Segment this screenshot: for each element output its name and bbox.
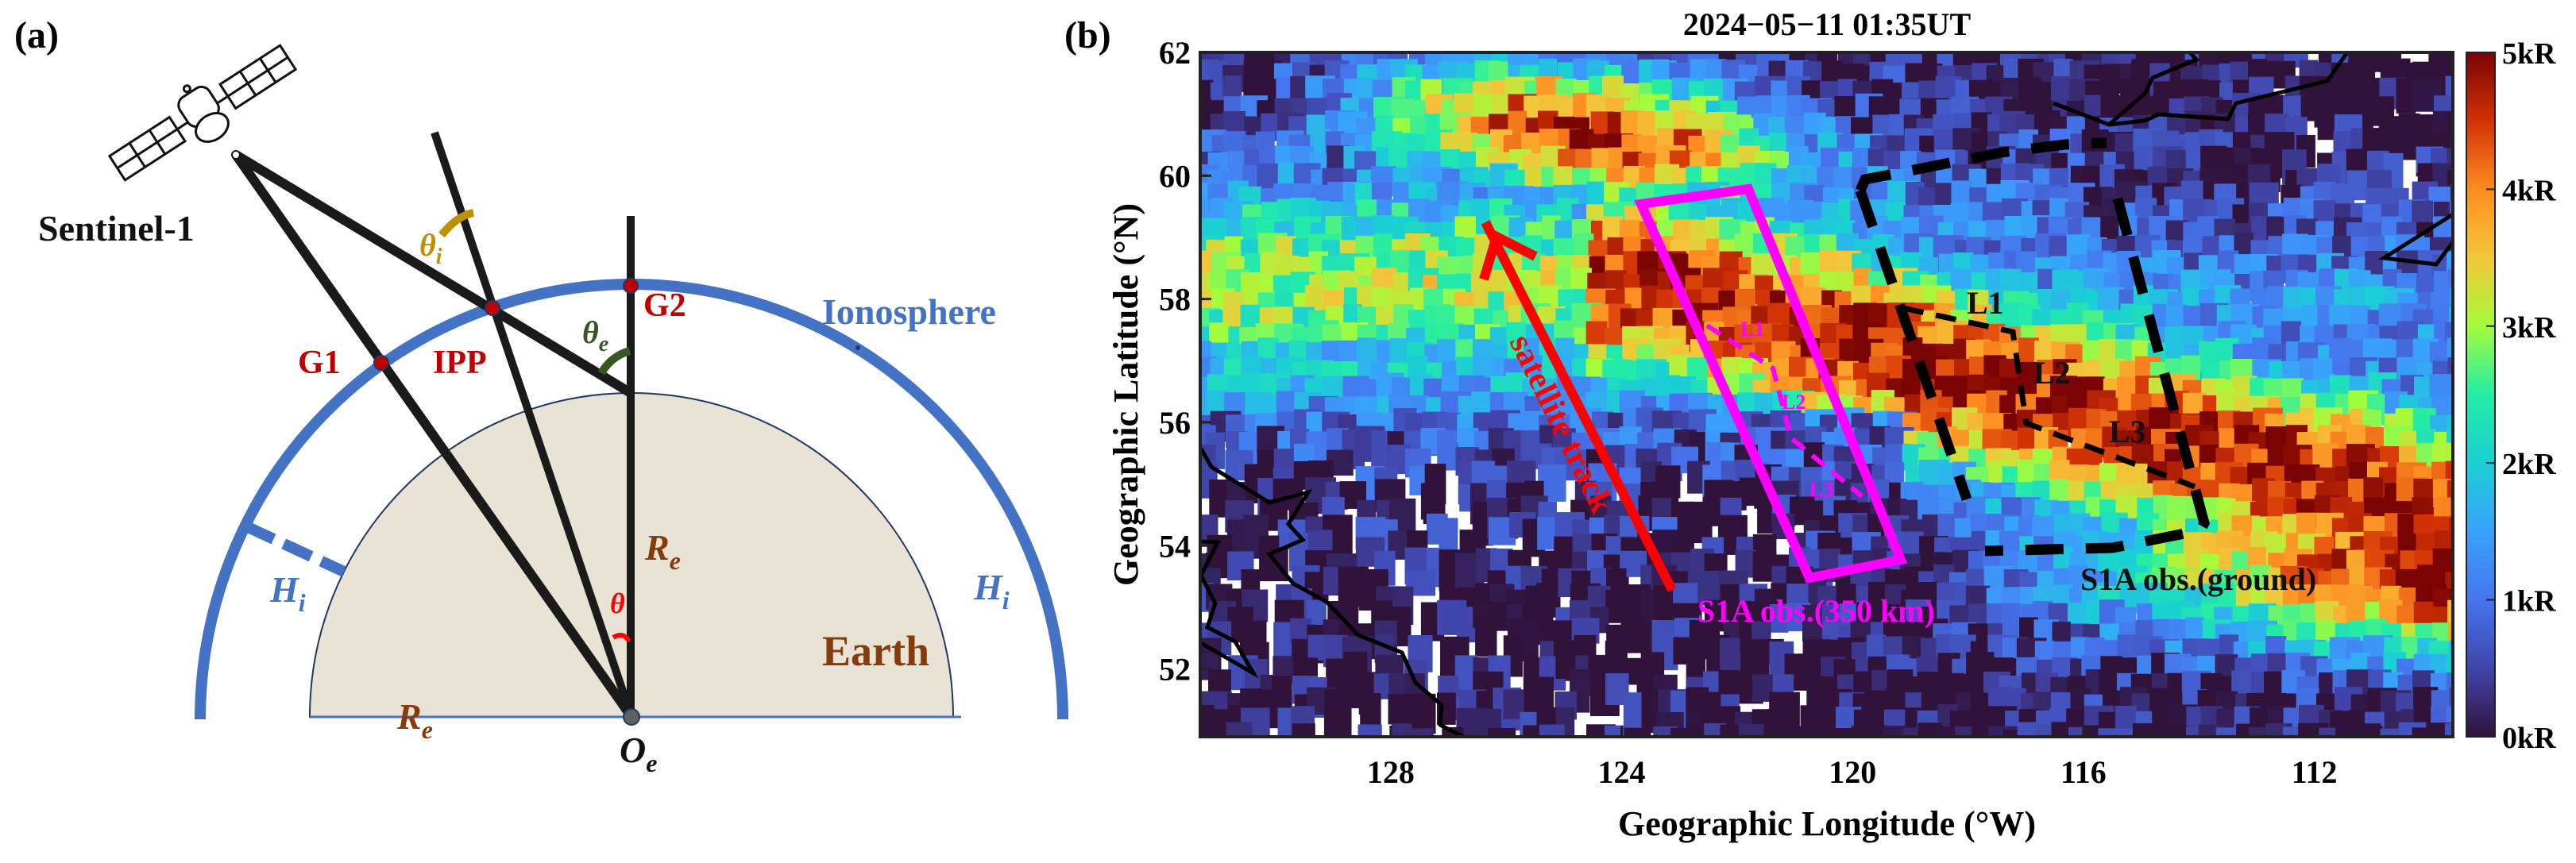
panel-a-label: (a) [14,14,59,56]
colorbar-tick-label: 2kR [2502,448,2556,481]
ionosphere-label: Ionosphere [822,291,996,332]
y-tick-label: 52 [1159,652,1191,688]
panel-b-label: (b) [1064,14,1111,56]
normal-line-ipp [431,131,635,719]
colorbar-tick-label: 3kR [2502,311,2556,345]
colorbar-tick-label: 5kR [2502,37,2556,71]
re-vertical-symbol: R [644,527,670,568]
ipp-label: IPP [433,345,487,381]
y-tick-label: 54 [1159,528,1191,564]
aurora-heatmap [1200,52,2453,737]
ray-ipp [233,150,634,398]
g1-label: G1 [298,345,341,381]
panel-a: (a) [14,14,1068,777]
s1a-350km-box [1634,183,1908,584]
colorbar-ticks: 5kR 4kR 3kR 2kR 1kR 0kR [2486,37,2556,755]
y-tick-label: 56 [1159,405,1191,441]
plot-frame [1199,51,2454,738]
svg-text:θe: θe [582,314,608,356]
y-tick-label: 62 [1159,35,1191,71]
y-tick-label: 60 [1159,158,1191,194]
hi-dashed-line [244,521,346,577]
hi-right-symbol: H [973,567,1003,607]
panel-b: (b) 2024−05−11 01:35UT satellite track [1064,6,2556,843]
s1a-ground-box [1855,137,2210,557]
colorbar [2466,52,2496,738]
svg-text:Re: Re [396,696,433,744]
theta-e-subscript: e [599,332,608,356]
earth-center-point [623,708,640,726]
ionosphere-marker [855,345,860,350]
hi-right-subscript: i [1002,586,1010,615]
y-axis-label: Geographic Latitude (°N) [1106,203,1145,586]
g2-point [623,278,639,294]
x-tick-label: 124 [1598,754,1646,790]
svg-text:Oe: Oe [620,730,657,777]
x-tick-label: 112 [2292,754,2338,790]
theta-e-arc [597,347,631,376]
svg-text:Hi: Hi [973,567,1010,615]
theta-symbol: θ [610,588,625,619]
satellite-antenna [231,150,241,160]
x-axis-label: Geographic Longitude (°W) [1618,804,2036,843]
x-axis: 128 124 120 116 112 [1367,726,2338,790]
oe-subscript: e [646,749,657,777]
svg-text:Re: Re [644,527,681,575]
ground-l1-label: L1 [1967,285,2004,321]
iono-l3-label: L3 [1809,478,1833,501]
g2-label: G2 [643,287,686,324]
iono-l2-label: L2 [1782,391,1806,414]
ground-l2-label: L2 [2033,355,2071,391]
satellite-label: Sentinel-1 [38,208,195,248]
earth-label: Earth [822,627,929,675]
coastlines [1200,52,2453,737]
re-horizontal-symbol: R [396,696,422,737]
ground-l3-label: L3 [2109,414,2146,449]
colorbar-tick-label: 4kR [2502,174,2556,207]
s1a-350km-label: S1A obs.(350 km) [1697,593,1935,629]
theta-i-symbol: θ [419,227,436,263]
theta-i-subscript: i [436,245,442,269]
svg-text:θi: θi [419,227,442,269]
colorbar-tick-label: 1kR [2502,585,2556,618]
iono-l1-label: L1 [1740,318,1764,341]
x-tick-label: 120 [1829,754,1876,790]
colorbar-tick-label: 0kR [2502,722,2556,755]
x-tick-label: 128 [1367,754,1415,790]
ipp-point [485,300,500,316]
hi-left-symbol: H [269,569,299,610]
hi-left-subscript: i [299,588,306,617]
chart-title: 2024−05−11 01:35UT [1683,6,1972,42]
satellite-track-arrow [1479,220,1677,592]
s1a-ground-label: S1A obs.(ground) [2080,561,2316,597]
g1-point [373,355,389,371]
iono-l-lines [1705,323,1863,499]
oe-symbol: O [620,730,646,770]
theta-i-arc [438,209,475,238]
re-horizontal-subscript: e [422,715,433,744]
x-tick-label: 116 [2060,754,2107,790]
re-vertical-subscript: e [670,546,681,575]
satellite-icon [107,44,298,182]
y-axis: 62 60 58 56 54 52 [1159,35,1211,688]
theta-arc [612,632,631,643]
svg-text:Hi: Hi [269,569,306,617]
ray-g1 [232,152,635,720]
theta-e-symbol: θ [582,314,599,350]
y-tick-label: 58 [1159,282,1191,318]
